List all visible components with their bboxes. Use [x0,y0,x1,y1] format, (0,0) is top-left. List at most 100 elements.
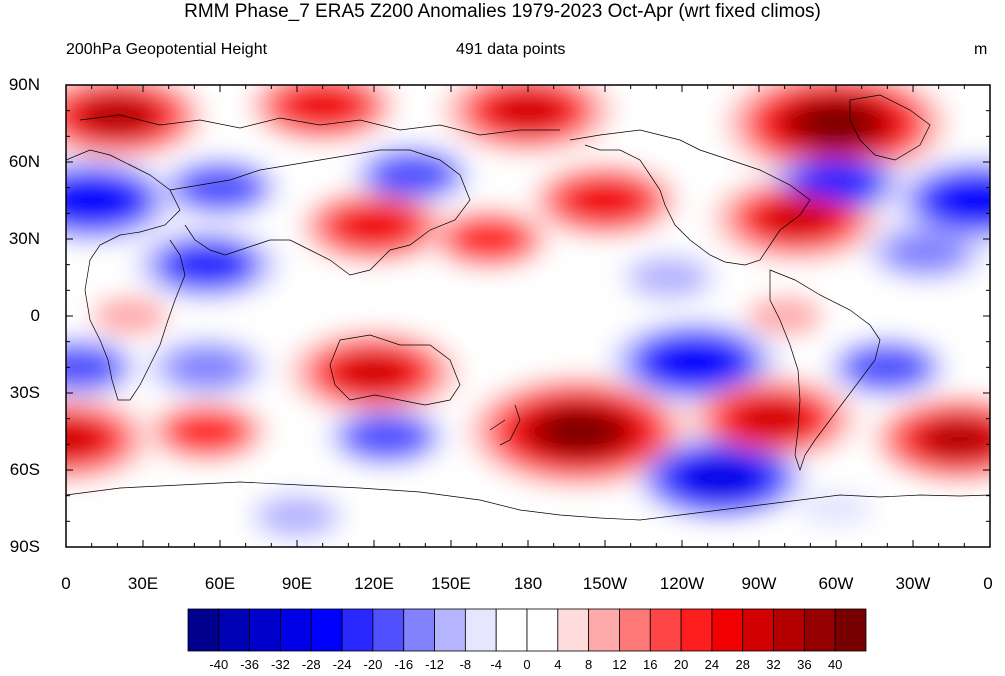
anomaly-contour [888,233,963,271]
lon-label-120e: 120E [354,574,394,593]
colorbar-swatch [649,608,682,652]
colorbar-level-label: -24 [332,657,352,672]
colorbar-level-label: 40 [827,657,843,672]
coast-asia [169,149,471,276]
colorbar-swatch [403,608,435,652]
lon-label-60e: 60E [204,574,236,593]
colorbar-swatch [341,608,374,652]
colorbar-swatch [434,608,466,652]
colorbar-level-label: 0 [523,657,531,672]
lon-label-0-right: 0 [983,574,993,593]
lon-label-90w: 90W [741,574,777,593]
colorbar-level-label: -8 [459,657,472,672]
colorbar-swatch [711,608,744,652]
colorbar-swatch [187,608,220,652]
anomaly-contour [799,490,873,527]
lon-label-60w: 60W [818,574,854,593]
coast-antarctica [66,481,990,521]
colorbar-level-label: -16 [394,657,414,672]
colorbar-level-label: 16 [643,657,658,672]
anomaly-contour [799,164,873,202]
colorbar-swatch [310,608,343,652]
colorbar-swatch [372,608,405,652]
anomaly-contour [285,87,360,125]
colorbar-swatch [280,608,312,652]
anomaly-contour [491,92,565,130]
lon-label-180: 180 [513,574,543,593]
anomaly-contour [940,182,990,219]
map-title: RMM Phase_7 ERA5 Z200 Anomalies 1979-202… [184,1,821,22]
anomaly-contour [183,169,257,207]
anomaly-contour [66,420,103,458]
axis-ticks [65,84,991,548]
lon-label-30w: 30W [895,574,931,593]
colorbar-swatch [588,608,620,652]
colorbar-swatch [218,608,251,652]
colorbar-level-label: -40 [209,657,229,672]
coast-north-america [569,129,811,266]
colorbar-level-label: -28 [301,657,321,672]
anomaly-blobs [66,85,990,542]
anomaly-contour [452,220,527,258]
lon-label-90e: 90E [281,574,313,593]
coast-greenland [849,94,931,161]
colorbar-level-label: -4 [490,657,502,672]
anomaly-contour [170,413,245,450]
colorbar-swatch [803,608,836,652]
lat-label-30n: 30N [8,229,40,248]
anomaly-contour [170,246,245,284]
colorbar-level-label: -32 [271,657,290,672]
variable-label: 200hPa Geopotential Height [66,41,268,58]
colorbar-level-label: 36 [797,657,812,672]
colorbar [187,608,867,652]
lon-label-150w: 150W [582,574,628,593]
anomaly-contour [734,400,809,438]
colorbar-level-label: 20 [673,657,689,672]
colorbar-swatch [834,608,867,652]
coast-africa-europe [66,149,186,401]
anomaly-contour [260,497,334,535]
colorbar-swatch [495,608,528,652]
anomaly-contour [375,156,450,194]
colorbar-swatch [619,608,651,652]
anomaly-contour [80,97,155,135]
lat-label-eq: 0 [30,306,40,325]
lat-label-30s: 30S [9,383,40,402]
coast-south-america [769,269,881,472]
coast-arctic [79,114,560,136]
coast-nz [489,404,521,446]
anomaly-contour [542,413,617,450]
colorbar-level-label: -20 [363,657,383,672]
anomaly-contour [170,348,245,386]
lon-label-30e: 30E [127,574,159,593]
colorbar-swatch [557,608,590,652]
anomaly-contour [93,297,168,335]
colorbar-level-label: -36 [240,657,260,672]
colorbar-swatch [526,608,559,652]
anomaly-contour [657,343,732,381]
colorbar-swatch [249,608,281,652]
colorbar-level-label: 24 [704,657,720,672]
coast-australia [329,334,461,406]
lat-label-90s: 90S [9,537,40,556]
anomaly-field [66,85,990,547]
lon-label-150e: 150E [431,574,471,593]
colorbar-swatch [742,608,774,652]
anomaly-contour [850,348,925,386]
lon-label-120w: 120W [659,574,705,593]
anomaly-contour [66,182,129,219]
colorbar-swatch [680,608,713,652]
colorbar-level-label: 12 [612,657,627,672]
colorbar-level-label: 32 [766,657,781,672]
lat-label-60n: 60N [8,152,40,171]
anomaly-contour [760,199,835,237]
lat-label-90n: 90N [8,75,40,94]
anomaly-contour [683,459,758,497]
lon-label-0: 0 [61,574,71,593]
coastlines [66,94,990,521]
anomaly-contour [799,105,873,142]
colorbar-level-label: 28 [735,657,750,672]
colorbar-level-label: 8 [585,657,593,672]
data-count-label: 491 data points [456,41,566,58]
